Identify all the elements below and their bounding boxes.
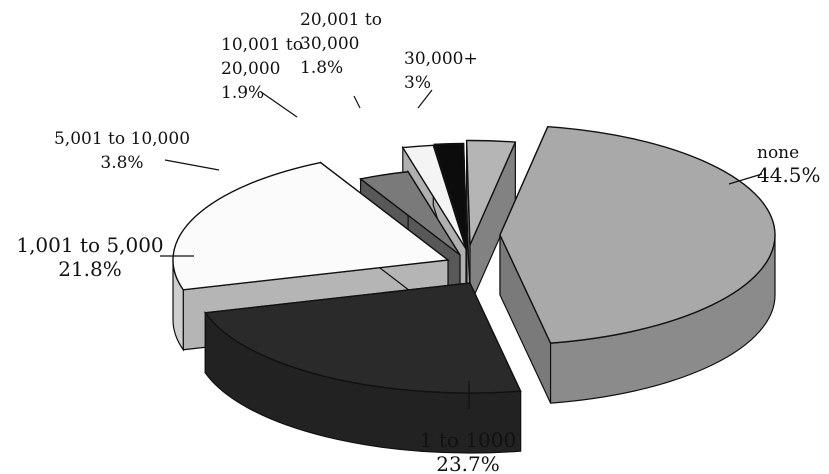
- pie-slice-5-top: [433, 142, 468, 249]
- slice-label-4: 10,001 to 20,000 1.9%: [221, 35, 303, 103]
- slice-label-0-line-0: none: [757, 143, 799, 163]
- slice-label-3-line-0: 5,001 to 10,000: [54, 129, 190, 149]
- slice-label-5-line-2: 1.8%: [300, 58, 343, 78]
- slice-label-0-line-1: 44.5%: [757, 163, 821, 187]
- pie-slice-1-top: [204, 282, 522, 394]
- leader-line-0: [728, 173, 763, 185]
- slice-label-1-line-1: 23.7%: [436, 452, 500, 474]
- slice-label-6-line-1: 3%: [404, 73, 431, 93]
- slice-label-5: 20,001 to 30,000 1.8%: [300, 10, 382, 78]
- pie-slices: [172, 125, 776, 454]
- leader-line-4: [260, 91, 298, 118]
- pie-slice-0: [499, 125, 776, 404]
- slice-label-2-line-1: 21.8%: [58, 257, 122, 281]
- pie-slice-6-top: [465, 139, 517, 246]
- slice-label-2: 1,001 to 5,000 21.8%: [16, 233, 163, 281]
- slice-label-0: none 44.5%: [757, 143, 821, 187]
- slice-label-4-line-1: 20,000: [221, 59, 280, 79]
- slice-label-6-line-0: 30,000+: [404, 49, 478, 69]
- leader-line-6: [417, 89, 433, 109]
- slice-label-5-line-1: 30,000: [300, 34, 359, 54]
- pie-slice-0-top: [499, 125, 776, 344]
- slice-label-4-line-2: 1.9%: [221, 83, 264, 103]
- slice-label-4-line-0: 10,001 to: [221, 35, 303, 55]
- slice-label-6: 30,000+ 3%: [404, 49, 478, 93]
- pie-slice-1: [204, 282, 522, 454]
- slice-label-1: 1 to 1000 23.7%: [420, 428, 516, 474]
- pie-slice-4-top: [401, 144, 467, 250]
- slice-label-5-line-0: 20,001 to: [300, 10, 382, 30]
- slice-label-3-line-1: 3.8%: [100, 153, 143, 173]
- pie-slice-3-top: [358, 171, 461, 256]
- leader-line-5: [353, 95, 361, 109]
- leader-lines: [160, 89, 763, 409]
- slice-label-1-line-0: 1 to 1000: [420, 428, 516, 452]
- slice-label-3: 5,001 to 10,000 3.8%: [54, 129, 190, 173]
- slice-labels: none 44.5% 1 to 1000 23.7% 1,001 to 5,000 21.…: [16, 10, 820, 474]
- slice-label-2-line-0: 1,001 to 5,000: [16, 233, 163, 257]
- pie-slice-2-top: [172, 161, 450, 291]
- leader-line-3: [164, 159, 220, 171]
